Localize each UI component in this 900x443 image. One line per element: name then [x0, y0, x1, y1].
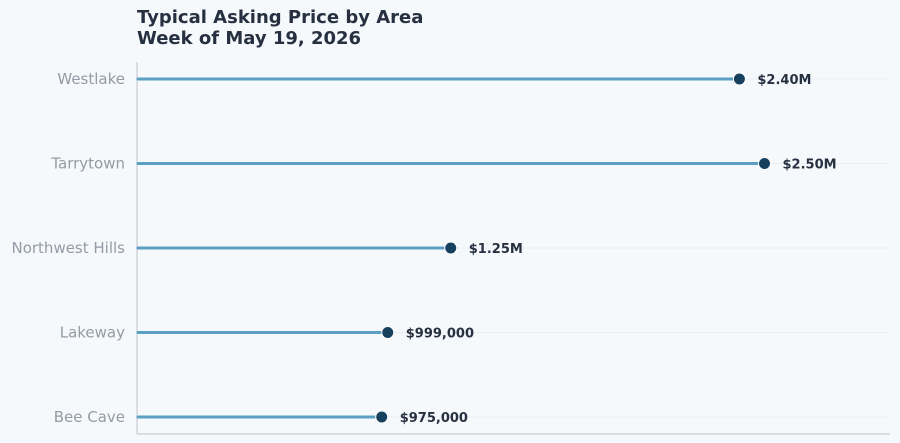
lollipop-dot	[444, 241, 458, 255]
value-label: $2.50M	[783, 158, 837, 173]
category-label: Tarrytown	[50, 155, 125, 173]
lollipop-dot	[758, 157, 771, 170]
value-label: $2.40M	[757, 73, 811, 88]
chart-title-block: Typical Asking Price by Area Week of May…	[137, 7, 423, 49]
value-label: $1.25M	[469, 242, 523, 257]
category-label: Bee Cave	[54, 408, 125, 426]
lollipop-dot	[375, 410, 389, 424]
category-label: Lakeway	[60, 324, 125, 342]
lollipop-dot	[381, 326, 395, 339]
value-label: $999,000	[406, 327, 474, 342]
category-label: Northwest Hills	[11, 239, 125, 257]
lollipop-dot	[732, 72, 746, 86]
chart-title: Typical Asking Price by Area	[137, 7, 424, 28]
value-label: $975,000	[400, 411, 468, 426]
category-label: Westlake	[57, 70, 125, 88]
chart-subtitle: Week of May 19, 2026	[137, 28, 362, 49]
